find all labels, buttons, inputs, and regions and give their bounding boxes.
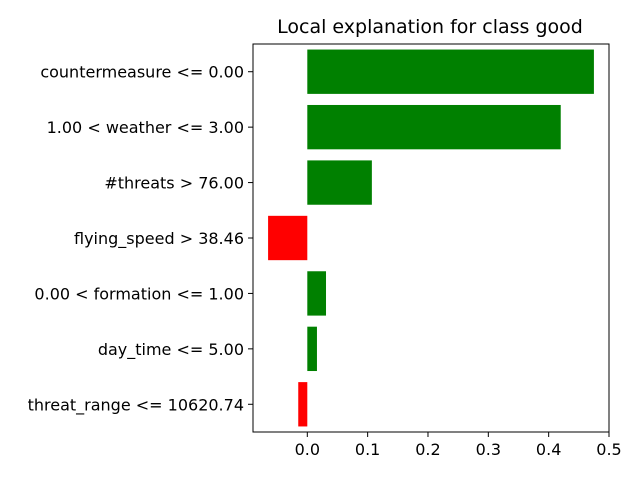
x-tick-label: 0.3 [476,440,501,459]
bar-0 [307,49,594,94]
bar-3 [268,215,308,261]
bar-2 [307,160,372,205]
plot-frame [252,43,610,433]
y-tick-label: #threats > 76.00 [104,174,244,193]
bars-group [268,49,594,427]
x-tick-label: 0.2 [415,440,440,459]
bar-4 [307,271,327,316]
bar-6 [298,382,308,427]
bar-5 [307,326,317,372]
chart-title: Local explanation for class good [277,16,583,38]
y-tick-label: 1.00 < weather <= 3.00 [47,118,244,137]
y-tick-label: threat_range <= 10620.74 [28,395,244,415]
x-tick-label: 0.0 [295,440,320,459]
x-tick-label: 0.5 [596,440,621,459]
y-tick-label: day_time <= 5.00 [98,340,244,360]
x-ticks-group: 0.0 0.1 0.2 0.3 0.4 0.5 [295,432,622,459]
y-tick-label: countermeasure <= 0.00 [40,63,244,82]
y-tick-label: 0.00 < formation <= 1.00 [34,284,244,303]
bar-1 [307,104,561,150]
y-tick-label: flying_speed > 38.46 [74,229,244,249]
y-tick-labels-group: countermeasure <= 0.00 1.00 < weather <= … [28,63,253,415]
x-tick-label: 0.1 [355,440,380,459]
x-tick-label: 0.4 [536,440,561,459]
